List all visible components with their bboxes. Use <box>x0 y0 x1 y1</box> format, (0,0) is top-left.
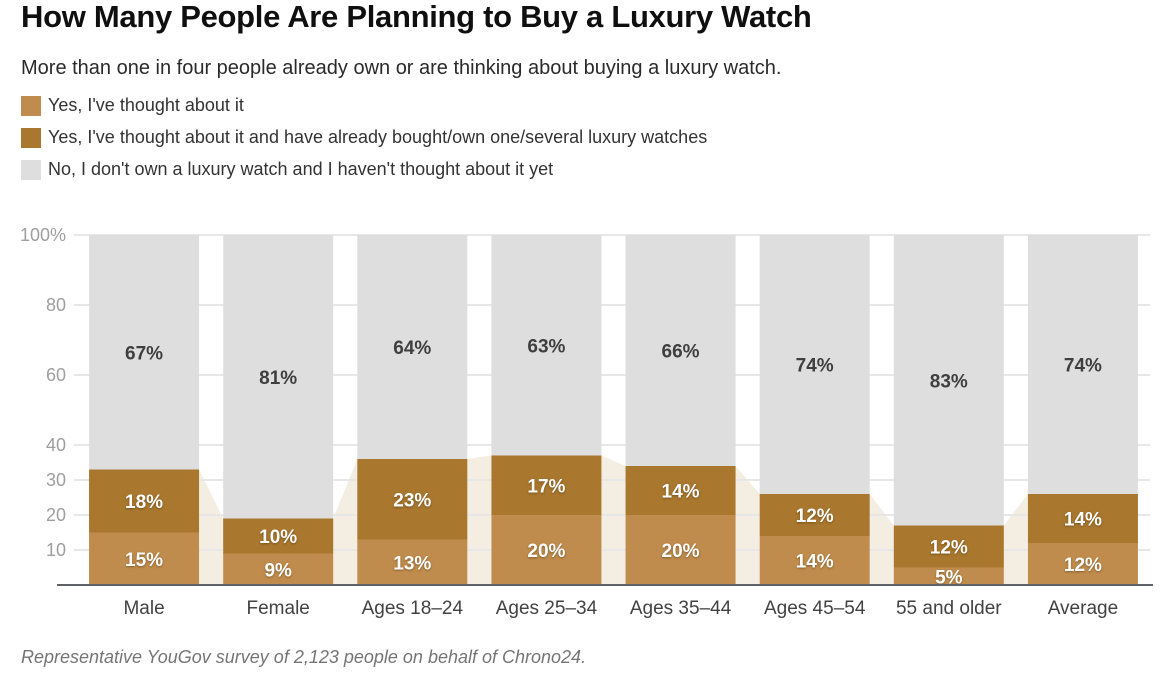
segment-value-label: 15% <box>125 550 163 571</box>
x-axis-category-label: Ages 35–44 <box>630 598 732 619</box>
bar-segment <box>1027 543 1138 585</box>
segment-value-label: 9% <box>264 560 292 581</box>
legend-swatch-icon <box>21 159 41 180</box>
y-axis-tick-label: 30 <box>46 470 66 490</box>
legend: Yes, I've thought about it Yes, I've tho… <box>21 95 707 180</box>
legend-swatch-icon <box>21 95 41 116</box>
trend-area <box>89 455 1138 585</box>
bar-segment <box>893 567 1004 585</box>
legend-item-no-watch: No, I don't own a luxury watch and I hav… <box>21 159 707 180</box>
bar-segment <box>759 494 870 536</box>
x-axis-category-label: Female <box>247 598 310 619</box>
segment-value-label: 12% <box>1064 555 1102 576</box>
bar-segment <box>491 235 602 456</box>
bar-segment <box>223 553 334 585</box>
x-axis-category-label: Ages 45–54 <box>764 598 866 619</box>
bar-segment <box>625 515 736 585</box>
segment-value-label: 74% <box>1064 356 1102 377</box>
stacked-bar-chart: 10 20 30 40 60 80 100% 15% 18% 67% 9% 10% 81% 13% 23% 6… <box>20 225 1153 619</box>
page-title: How Many People Are Planning to Buy a Lu… <box>21 0 812 34</box>
segment-value-label: 5% <box>935 567 963 588</box>
segment-value-label: 13% <box>393 553 431 574</box>
bar-segment <box>223 518 334 554</box>
bar-segment <box>759 235 870 494</box>
segment-value-label: 14% <box>1064 510 1102 531</box>
x-axis-category-label: Average <box>1048 598 1118 619</box>
page-subtitle: More than one in four people already own… <box>21 57 782 79</box>
x-axis-category-label: 55 and older <box>896 598 1002 619</box>
legend-item-thought-about-it: Yes, I've thought about it <box>21 95 707 116</box>
x-axis-category-label: Male <box>123 598 164 619</box>
segment-value-label: 14% <box>662 482 700 503</box>
bar-segment <box>625 466 736 515</box>
legend-item-label: Yes, I've thought about it and have alre… <box>48 127 708 147</box>
y-axis-tick-label: 80 <box>46 295 66 315</box>
bar-segment <box>223 235 334 519</box>
y-axis-tick-label: 60 <box>46 365 66 385</box>
legend-item-label: Yes, I've thought about it <box>48 95 244 115</box>
segment-value-label: 81% <box>259 368 297 389</box>
bar-segment <box>357 459 468 540</box>
bar-segment <box>759 536 870 585</box>
y-axis-tick-label: 100% <box>20 225 66 245</box>
bar-segment <box>357 539 468 585</box>
segment-value-label: 10% <box>259 527 297 548</box>
x-axis-category-label: Ages 25–34 <box>496 598 598 619</box>
segment-value-label: 67% <box>125 343 163 364</box>
bar-segment <box>491 455 602 515</box>
x-axis-category-label: Ages 18–24 <box>362 598 464 619</box>
source-note: Representative YouGov survey of 2,123 pe… <box>21 647 587 667</box>
bar-segment <box>357 235 468 459</box>
segment-value-label: 74% <box>796 356 834 377</box>
segment-value-label: 20% <box>662 541 700 562</box>
y-axis-tick-label: 20 <box>46 505 66 525</box>
segment-value-label: 83% <box>930 371 968 392</box>
segment-value-label: 63% <box>527 336 565 357</box>
y-axis-tick-label: 40 <box>46 435 66 455</box>
bar-segment <box>893 235 1004 526</box>
y-axis-tick-label: 10 <box>46 540 66 560</box>
bar-segment <box>1027 494 1138 543</box>
bar-segment <box>1027 235 1138 494</box>
segment-value-label: 14% <box>796 552 834 573</box>
segment-value-label: 20% <box>527 541 565 562</box>
segment-value-label: 12% <box>796 506 834 527</box>
bar-segment <box>89 532 200 585</box>
legend-item-already-own: Yes, I've thought about it and have alre… <box>21 127 707 148</box>
segment-value-label: 18% <box>125 492 163 513</box>
bar-segment <box>893 525 1004 568</box>
segment-value-label: 12% <box>930 538 968 559</box>
bar-segment <box>625 235 736 466</box>
segment-value-label: 66% <box>662 342 700 363</box>
bar-segment <box>89 469 200 533</box>
segment-value-label: 23% <box>393 490 431 511</box>
bar-segment <box>89 235 200 470</box>
segment-value-label: 64% <box>393 338 431 359</box>
legend-swatch-icon <box>21 127 41 148</box>
segment-value-label: 17% <box>527 476 565 497</box>
bar-segment <box>491 515 602 585</box>
legend-item-label: No, I don't own a luxury watch and I hav… <box>48 159 554 179</box>
